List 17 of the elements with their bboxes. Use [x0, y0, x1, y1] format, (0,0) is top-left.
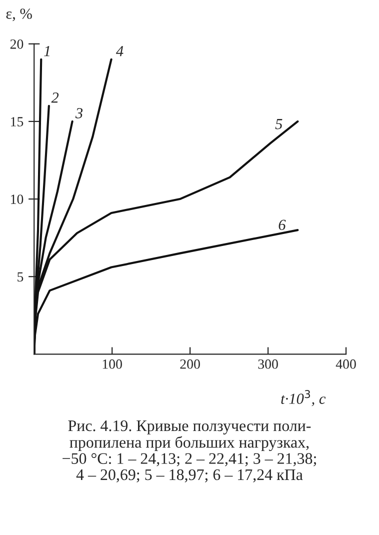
text: Рис. 4.19. Кривые ползучести поли- пропилена при больших нагрузках, −50 °С: 1 – 24,13; 2 – 22,41; 3 – 21,38; 4 – 20,69; 5 – 18,97; 6 – 17,24 кПа — [62, 420, 316, 482]
annotation: 5 — [275, 119, 282, 130]
x-tick-label: 300 — [258, 359, 278, 369]
x-tick-label: 100 — [102, 359, 122, 369]
annotation: 1 — [44, 46, 50, 56]
y-tick-label: 15 — [11, 117, 24, 126]
x-axis-title: t·10$^{3}$, с — [281, 390, 326, 406]
annotation: 2 — [51, 92, 59, 103]
y-tick-label: 5 — [18, 272, 24, 282]
x-tick-label: 400 — [336, 359, 356, 369]
y-tick-label: 20 — [10, 39, 24, 49]
annotation: 4 — [116, 46, 124, 56]
annotation: 6 — [278, 220, 286, 230]
y-axis-title: ε, % — [6, 8, 32, 22]
annotation: 3 — [75, 108, 83, 118]
x-tick-label: 200 — [180, 359, 200, 369]
y-tick-label: 10 — [11, 194, 24, 204]
